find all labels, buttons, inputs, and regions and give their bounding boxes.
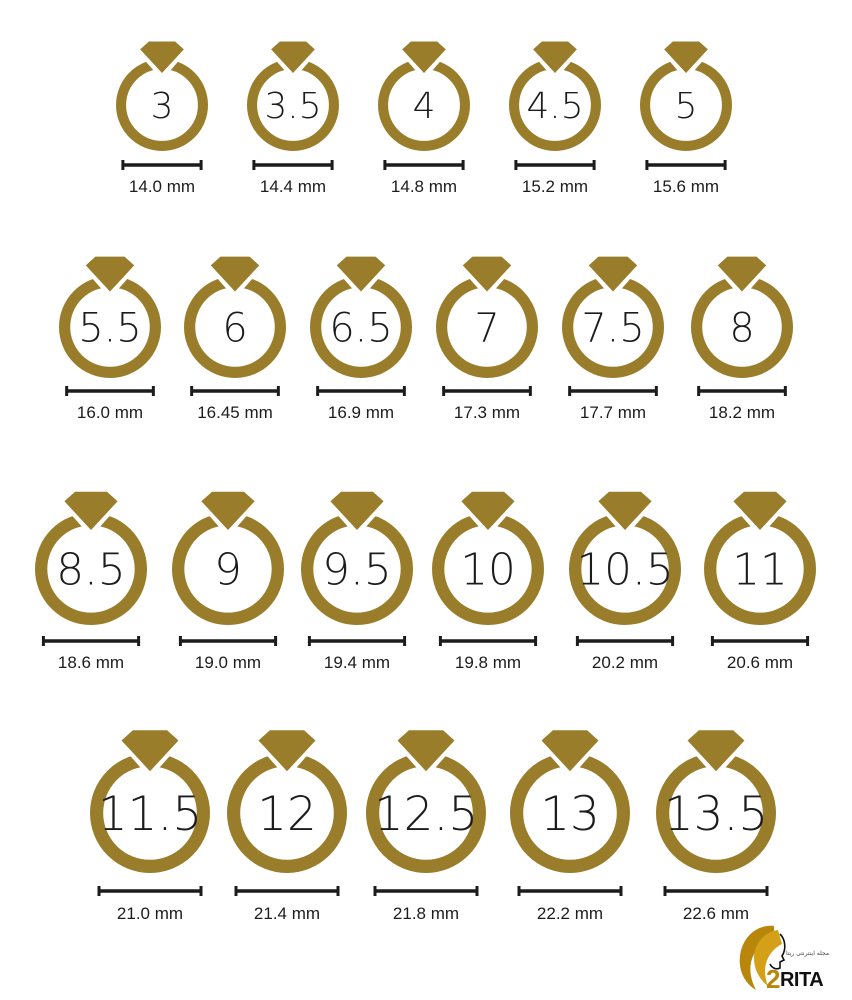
diamond-icon bbox=[85, 256, 135, 292]
diameter-mm-label: 14.8 mm bbox=[391, 177, 457, 196]
logo-text: RITA bbox=[779, 969, 824, 991]
ring-size-label: 5 bbox=[675, 86, 698, 127]
diamond-icon bbox=[121, 730, 179, 772]
logo-tagline: مجله اینترنتی ریتا bbox=[786, 950, 830, 957]
diamond-icon bbox=[336, 256, 386, 292]
ring-size-label: 11 bbox=[732, 545, 788, 596]
ring-size-label: 9 bbox=[214, 545, 242, 596]
logo-number: 2 bbox=[766, 964, 780, 994]
ring-size-item: 3.5 14.4 mm bbox=[246, 36, 339, 196]
diamond-icon bbox=[598, 491, 652, 531]
diamond-icon bbox=[258, 730, 316, 772]
ring-size-label: 10 bbox=[460, 545, 516, 596]
diamond-icon bbox=[541, 730, 599, 772]
diameter-mm-label: 19.0 mm bbox=[195, 653, 261, 672]
ring-size-label: 12 bbox=[257, 788, 317, 842]
ring-size-label: 7.5 bbox=[581, 305, 644, 351]
diameter-mm-label: 17.7 mm bbox=[580, 403, 646, 422]
ring-size-label: 13 bbox=[540, 788, 600, 842]
diamond-icon bbox=[733, 491, 787, 531]
ring-size-label: 7 bbox=[474, 305, 499, 351]
diamond-icon bbox=[402, 41, 446, 73]
ring-size-label: 8.5 bbox=[56, 545, 125, 596]
ring-size-item: 13.5 22.6 mm bbox=[655, 725, 776, 923]
ring-size-label: 9.5 bbox=[322, 545, 391, 596]
ring-size-item: 6 16.45 mm bbox=[184, 251, 286, 422]
diameter-mm-label: 19.4 mm bbox=[324, 653, 390, 672]
ring-size-item: 9.5 19.4 mm bbox=[301, 486, 414, 672]
diamond-icon bbox=[271, 41, 315, 73]
diamond-icon bbox=[201, 491, 255, 531]
diameter-mm-label: 14.4 mm bbox=[260, 177, 326, 196]
diameter-mm-label: 20.2 mm bbox=[592, 653, 658, 672]
ring-size-item: 12.5 21.8 mm bbox=[366, 725, 487, 923]
diameter-mm-label: 16.45 mm bbox=[197, 403, 273, 422]
diameter-mm-label: 19.8 mm bbox=[455, 653, 521, 672]
woman-profile-icon bbox=[739, 925, 786, 990]
diameter-mm-label: 21.0 mm bbox=[117, 904, 183, 923]
ring-size-item: 3 14.0 mm bbox=[115, 36, 208, 196]
ring-size-item: 7 17.3 mm bbox=[435, 251, 538, 422]
diameter-mm-label: 16.9 mm bbox=[328, 403, 394, 422]
diameter-mm-label: 20.6 mm bbox=[727, 653, 793, 672]
ring-size-label: 12.5 bbox=[374, 788, 478, 842]
diamond-icon bbox=[64, 491, 118, 531]
diamond-icon bbox=[210, 256, 260, 292]
ring-size-item: 10.5 20.2 mm bbox=[568, 486, 681, 672]
logo-wordmark: 2RITA bbox=[766, 962, 824, 994]
ring-size-label: 3 bbox=[151, 86, 174, 127]
diameter-mm-label: 14.0 mm bbox=[129, 177, 195, 196]
ring-size-item: 10 19.8 mm bbox=[432, 486, 545, 672]
ring-size-item: 4 14.8 mm bbox=[377, 36, 470, 196]
ring-size-label: 4.5 bbox=[526, 86, 583, 127]
ring-size-label: 11.5 bbox=[98, 788, 202, 842]
ring-size-item: 5.5 16.0 mm bbox=[59, 251, 161, 422]
ring-size-item: 6.5 16.9 mm bbox=[309, 251, 412, 422]
diameter-mm-label: 15.6 mm bbox=[653, 177, 719, 196]
diamond-icon bbox=[533, 41, 577, 73]
diameter-mm-label: 22.2 mm bbox=[537, 904, 603, 923]
diameter-mm-label: 17.3 mm bbox=[454, 403, 520, 422]
ring-size-label: 13.5 bbox=[664, 788, 768, 842]
brand-logo: مجله اینترنتی ریتا 2RITA bbox=[728, 920, 838, 994]
ring-size-label: 10.5 bbox=[576, 545, 673, 596]
ring-size-label: 5.5 bbox=[78, 305, 141, 351]
diameter-mm-label: 21.4 mm bbox=[254, 904, 320, 923]
ring-size-item: 9 19.0 mm bbox=[172, 486, 285, 672]
diamond-icon bbox=[717, 256, 767, 292]
diamond-icon bbox=[330, 491, 384, 531]
diamond-icon bbox=[397, 730, 455, 772]
ring-size-label: 8 bbox=[729, 305, 754, 351]
ring-size-label: 3.5 bbox=[264, 86, 321, 127]
ring-size-label: 6.5 bbox=[329, 305, 392, 351]
ring-size-item: 13 22.2 mm bbox=[509, 725, 630, 923]
ring-size-item: 11 20.6 mm bbox=[703, 486, 816, 672]
diameter-mm-label: 22.6 mm bbox=[683, 904, 749, 923]
diamond-icon bbox=[687, 730, 745, 772]
ring-size-label: 6 bbox=[222, 305, 247, 351]
ring-size-item: 8.5 18.6 mm bbox=[34, 486, 148, 672]
diameter-mm-label: 15.2 mm bbox=[522, 177, 588, 196]
diameter-mm-label: 16.0 mm bbox=[77, 403, 143, 422]
diamond-icon bbox=[664, 41, 708, 73]
ring-size-item: 11.5 21.0 mm bbox=[89, 725, 211, 923]
diameter-mm-label: 18.6 mm bbox=[58, 653, 124, 672]
ring-size-item: 5 15.6 mm bbox=[639, 36, 732, 196]
diamond-icon bbox=[461, 491, 515, 531]
diamond-icon bbox=[588, 256, 638, 292]
diamond-icon bbox=[140, 41, 184, 73]
ring-size-item: 12 21.4 mm bbox=[227, 725, 348, 923]
ring-size-item: 8 18.2 mm bbox=[690, 251, 793, 422]
diameter-mm-label: 18.2 mm bbox=[709, 403, 775, 422]
ring-size-item: 4.5 15.2 mm bbox=[508, 36, 601, 196]
ring-size-item: 7.5 17.7 mm bbox=[561, 251, 664, 422]
ring-size-label: 4 bbox=[413, 86, 436, 127]
diameter-mm-label: 21.8 mm bbox=[393, 904, 459, 923]
diamond-icon bbox=[462, 256, 512, 292]
